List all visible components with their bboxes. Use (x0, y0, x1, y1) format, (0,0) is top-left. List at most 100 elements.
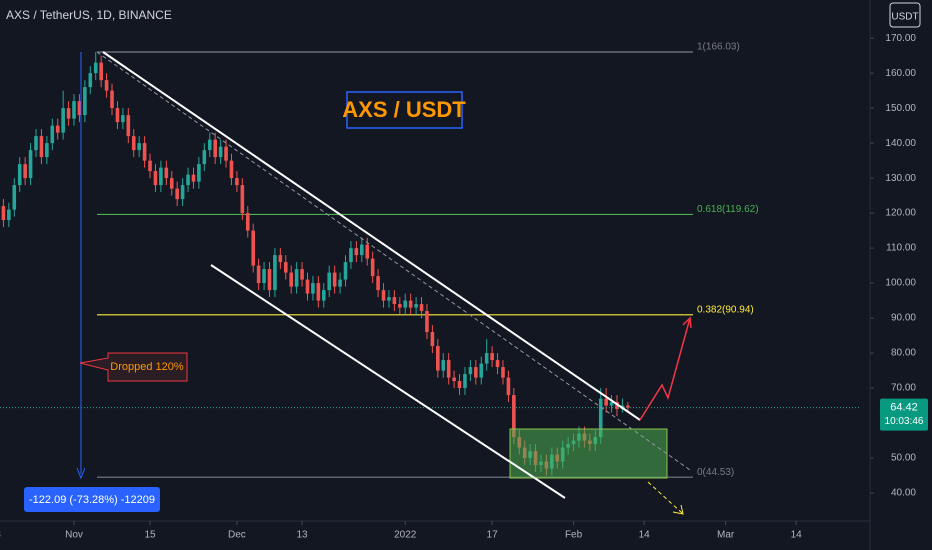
callout-label: Dropped 120% (110, 361, 184, 373)
candle-body (446, 360, 451, 378)
candle-body (414, 304, 418, 308)
candle-body (88, 73, 93, 88)
candle-body (506, 377, 511, 396)
candle-body (283, 262, 288, 273)
candle-body (278, 255, 283, 263)
y-tick-label: 70.00 (891, 383, 916, 394)
candle-body (245, 213, 250, 231)
currency-button[interactable] (889, 2, 921, 28)
candle-body (457, 381, 462, 389)
x-tick-label: 17 (487, 530, 499, 541)
candle-body (425, 311, 429, 333)
candle-body (224, 146, 228, 161)
candle-body (39, 136, 44, 158)
y-tick-label: 120.00 (885, 208, 916, 219)
candle-body (17, 164, 22, 186)
alt-arrow (647, 481, 683, 514)
candle-body (430, 332, 435, 347)
candle-body (175, 188, 179, 200)
candle-body (218, 146, 223, 158)
candle-body (316, 283, 321, 301)
candle-body (376, 276, 380, 291)
candle-body (484, 353, 489, 364)
candle-body (332, 272, 337, 287)
channel-upper (102, 51, 641, 421)
candle-body (159, 167, 163, 186)
candle-body (207, 139, 212, 151)
candle-body (235, 178, 239, 186)
candle-body (327, 272, 332, 291)
candle-body (191, 174, 196, 182)
candle-body (262, 269, 266, 284)
candle-body (115, 108, 120, 123)
candle-body (169, 178, 174, 189)
currency-label[interactable]: USDT (891, 12, 918, 23)
x-tick-label: 15 (144, 530, 156, 541)
candle-body (311, 283, 315, 294)
candle-body (240, 185, 245, 214)
x-tick-label: Dec (228, 530, 246, 541)
candle-body (34, 136, 38, 151)
candle-body (289, 272, 294, 287)
title-box (346, 91, 463, 129)
candle-body (512, 395, 516, 438)
candle-body (392, 297, 397, 305)
chart-title: AXS / USDT (342, 97, 466, 122)
x-tick-label: 8 (0, 530, 1, 541)
candle-body (153, 171, 158, 186)
candle-body (164, 167, 169, 179)
candle-body (142, 143, 147, 161)
candle-body (273, 255, 277, 291)
candle-body (251, 230, 255, 266)
candle-body (468, 367, 473, 375)
measure-arrow (76, 467, 86, 480)
channel-mid (96, 51, 691, 471)
candle-body (294, 269, 299, 287)
candle-body (598, 398, 603, 438)
projection-arrow (639, 317, 691, 421)
candle-body (229, 160, 234, 179)
projection-arrowhead (682, 316, 692, 329)
x-tick-label: Feb (565, 530, 583, 541)
candle-body (99, 62, 103, 81)
y-tick-label: 90.00 (891, 313, 916, 324)
y-tick-label: 130.00 (885, 173, 916, 184)
candle-body (615, 402, 619, 410)
candle-body (126, 115, 131, 137)
candle-body (66, 108, 71, 119)
candle-body (93, 62, 98, 74)
candle-body (349, 248, 353, 263)
candle-body (28, 150, 33, 179)
symbol-header: AXS / TetherUS, 1D, BINANCE (6, 8, 172, 22)
candle-body (495, 360, 500, 368)
x-tick-label: 13 (297, 530, 309, 541)
candle-body (121, 115, 125, 123)
y-tick-label: 80.00 (891, 348, 916, 359)
y-tick-label: 140.00 (885, 138, 916, 149)
y-tick-label: 100.00 (885, 278, 916, 289)
candle-body (131, 136, 136, 151)
candle-body (148, 160, 152, 172)
y-tick-label: 170.00 (885, 33, 916, 44)
last-price-box (880, 398, 928, 431)
candle-body (305, 279, 310, 294)
candle-body (436, 346, 440, 371)
y-tick-label: 40.00 (891, 488, 916, 499)
candle-body (23, 164, 27, 179)
candle-body (370, 258, 375, 277)
y-tick-label: 50.00 (891, 453, 916, 464)
candle-body (7, 209, 11, 221)
candle-body (452, 377, 456, 382)
channel-lower (210, 264, 566, 499)
y-tick-label: 110.00 (886, 243, 916, 254)
countdown-label: 10:03:46 (885, 416, 924, 427)
candle-body (354, 248, 359, 256)
last-price-label: 64.42 (890, 402, 918, 414)
candle-body (479, 363, 484, 378)
candle-body (365, 244, 370, 259)
fib-label: 0.618(119.62) (697, 204, 759, 215)
candle-body (186, 174, 190, 186)
candle-body (202, 150, 207, 165)
